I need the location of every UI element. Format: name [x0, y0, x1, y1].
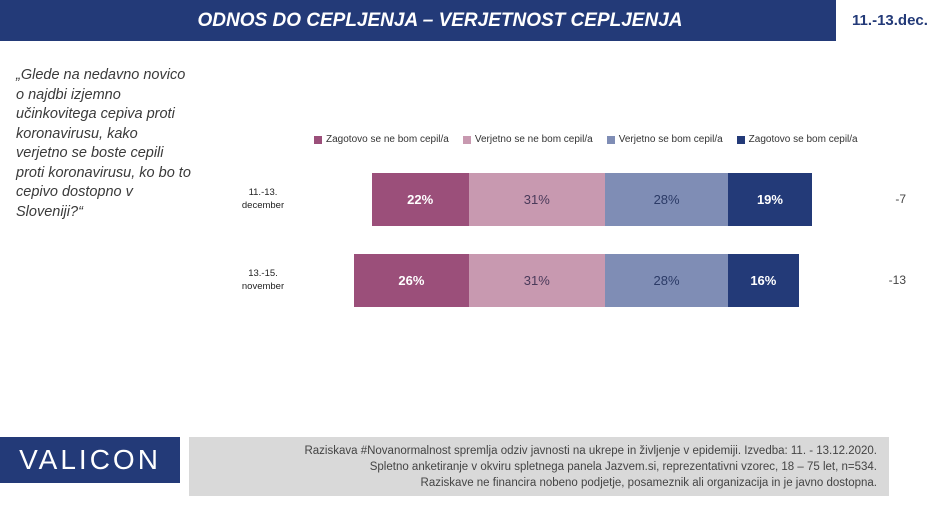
legend-item: Zagotovo se bom cepil/a [736, 134, 858, 145]
category-label: 13.-15. november [241, 268, 285, 292]
logo-text: VALICON [19, 444, 161, 475]
bar-segment: 22% [371, 173, 469, 226]
category-label: 11.-13. december [241, 187, 285, 211]
footer-note: Raziskava #Novanormalnost spremlja odziv… [189, 437, 889, 496]
legend-label: Verjetno se bom cepil/a [618, 134, 723, 145]
legend-swatch [736, 135, 745, 144]
bar-row: 22% 31% 28% 19% [371, 173, 812, 226]
legend-item: Verjetno se ne bom cepil/a [462, 134, 593, 145]
legend-label: Zagotovo se ne bom cepil/a [326, 134, 449, 145]
footer-line-3: Raziskave ne financira nobeno podjetje, … [420, 477, 877, 489]
net-score: -13 [888, 273, 906, 287]
bar-segment: 28% [604, 173, 729, 226]
survey-question: „Glede na nedavno novico o najdbi izjemn… [16, 67, 191, 220]
bar-segment: 19% [728, 173, 812, 226]
bar-segment: 31% [468, 254, 605, 307]
bar-segment: 26% [354, 254, 469, 307]
valicon-logo: VALICON [0, 437, 180, 483]
net-score: -7 [895, 192, 906, 206]
title-bar: ODNOS DO CEPLJENJA – VERJETNOST CEPLJENJ… [0, 0, 836, 41]
bar-row: 26% 31% 28% 16% [354, 254, 799, 307]
legend-item: Zagotovo se ne bom cepil/a [314, 134, 449, 145]
footer-line-1: Raziskava #Novanormalnost spremlja odziv… [304, 445, 877, 457]
legend-swatch [462, 135, 471, 144]
page-title: ODNOS DO CEPLJENJA – VERJETNOST CEPLJENJ… [197, 9, 683, 31]
legend-label: Zagotovo se bom cepil/a [748, 134, 858, 145]
legend-swatch [314, 135, 322, 144]
legend-item: Verjetno se bom cepil/a [606, 134, 723, 145]
bar-segment: 31% [468, 173, 605, 226]
chart-legend: Zagotovo se ne bom cepil/a Verjetno se ne… [314, 134, 858, 145]
legend-swatch [606, 135, 615, 144]
survey-date: 11.-13.dec. [852, 12, 928, 29]
legend-label: Verjetno se ne bom cepil/a [474, 134, 593, 145]
footer-line-2: Spletno anketiranje v okviru spletnega p… [369, 461, 877, 473]
bar-segment: 28% [604, 254, 729, 307]
bar-segment: 16% [728, 254, 799, 307]
